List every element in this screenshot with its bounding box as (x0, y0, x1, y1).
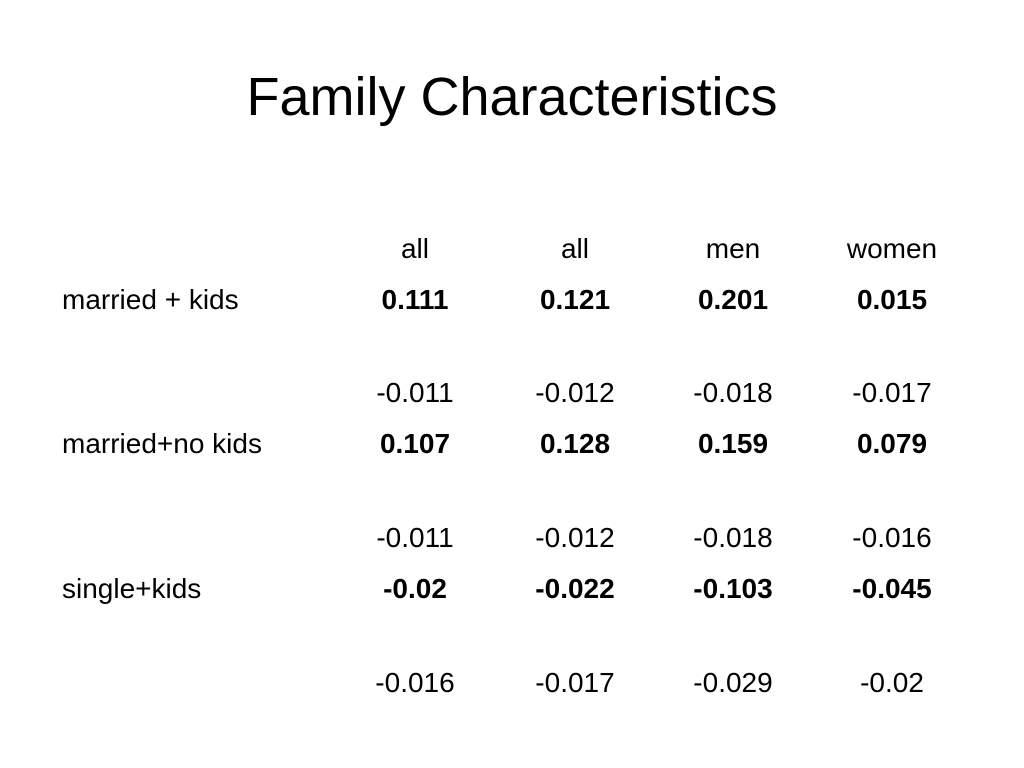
coefficient-cell: 0.111 (381, 284, 449, 315)
standard-error-cell: -0.016 (375, 667, 455, 698)
column-header: all (560, 233, 589, 264)
standard-error-cell: -0.018 (693, 377, 773, 408)
row-label: married+no kids (62, 428, 262, 459)
coefficient-cell: 0.107 (379, 428, 451, 459)
standard-error-cell: -0.011 (376, 522, 454, 553)
coefficient-cell: -0.103 (693, 573, 773, 604)
standard-error-cell: -0.016 (852, 522, 932, 553)
standard-error-cell: -0.011 (376, 377, 454, 408)
standard-error-cell: -0.02 (860, 667, 924, 698)
coefficient-cell: 0.079 (856, 428, 928, 459)
coefficient-cell: 0.121 (539, 284, 611, 315)
column-header: men (705, 233, 761, 264)
coefficient-cell: 0.015 (856, 284, 928, 315)
slide-title: Family Characteristics (246, 67, 778, 127)
coefficient-cell: 0.128 (539, 428, 611, 459)
coefficient-cell: -0.02 (383, 573, 447, 604)
standard-error-cell: -0.012 (535, 522, 615, 553)
standard-error-cell: -0.012 (535, 377, 615, 408)
coefficient-cell: 0.159 (697, 428, 769, 459)
row-label: married + kids (62, 284, 239, 315)
coefficient-cell: -0.022 (535, 573, 615, 604)
standard-error-cell: -0.018 (693, 522, 773, 553)
coefficient-cell: -0.045 (852, 573, 932, 604)
standard-error-cell: -0.017 (535, 667, 615, 698)
coefficient-cell: 0.201 (697, 284, 769, 315)
standard-error-cell: -0.017 (852, 377, 932, 408)
row-label: single+kids (62, 573, 202, 604)
column-header: women (846, 233, 938, 264)
column-header: all (400, 233, 429, 264)
standard-error-cell: -0.029 (693, 667, 773, 698)
